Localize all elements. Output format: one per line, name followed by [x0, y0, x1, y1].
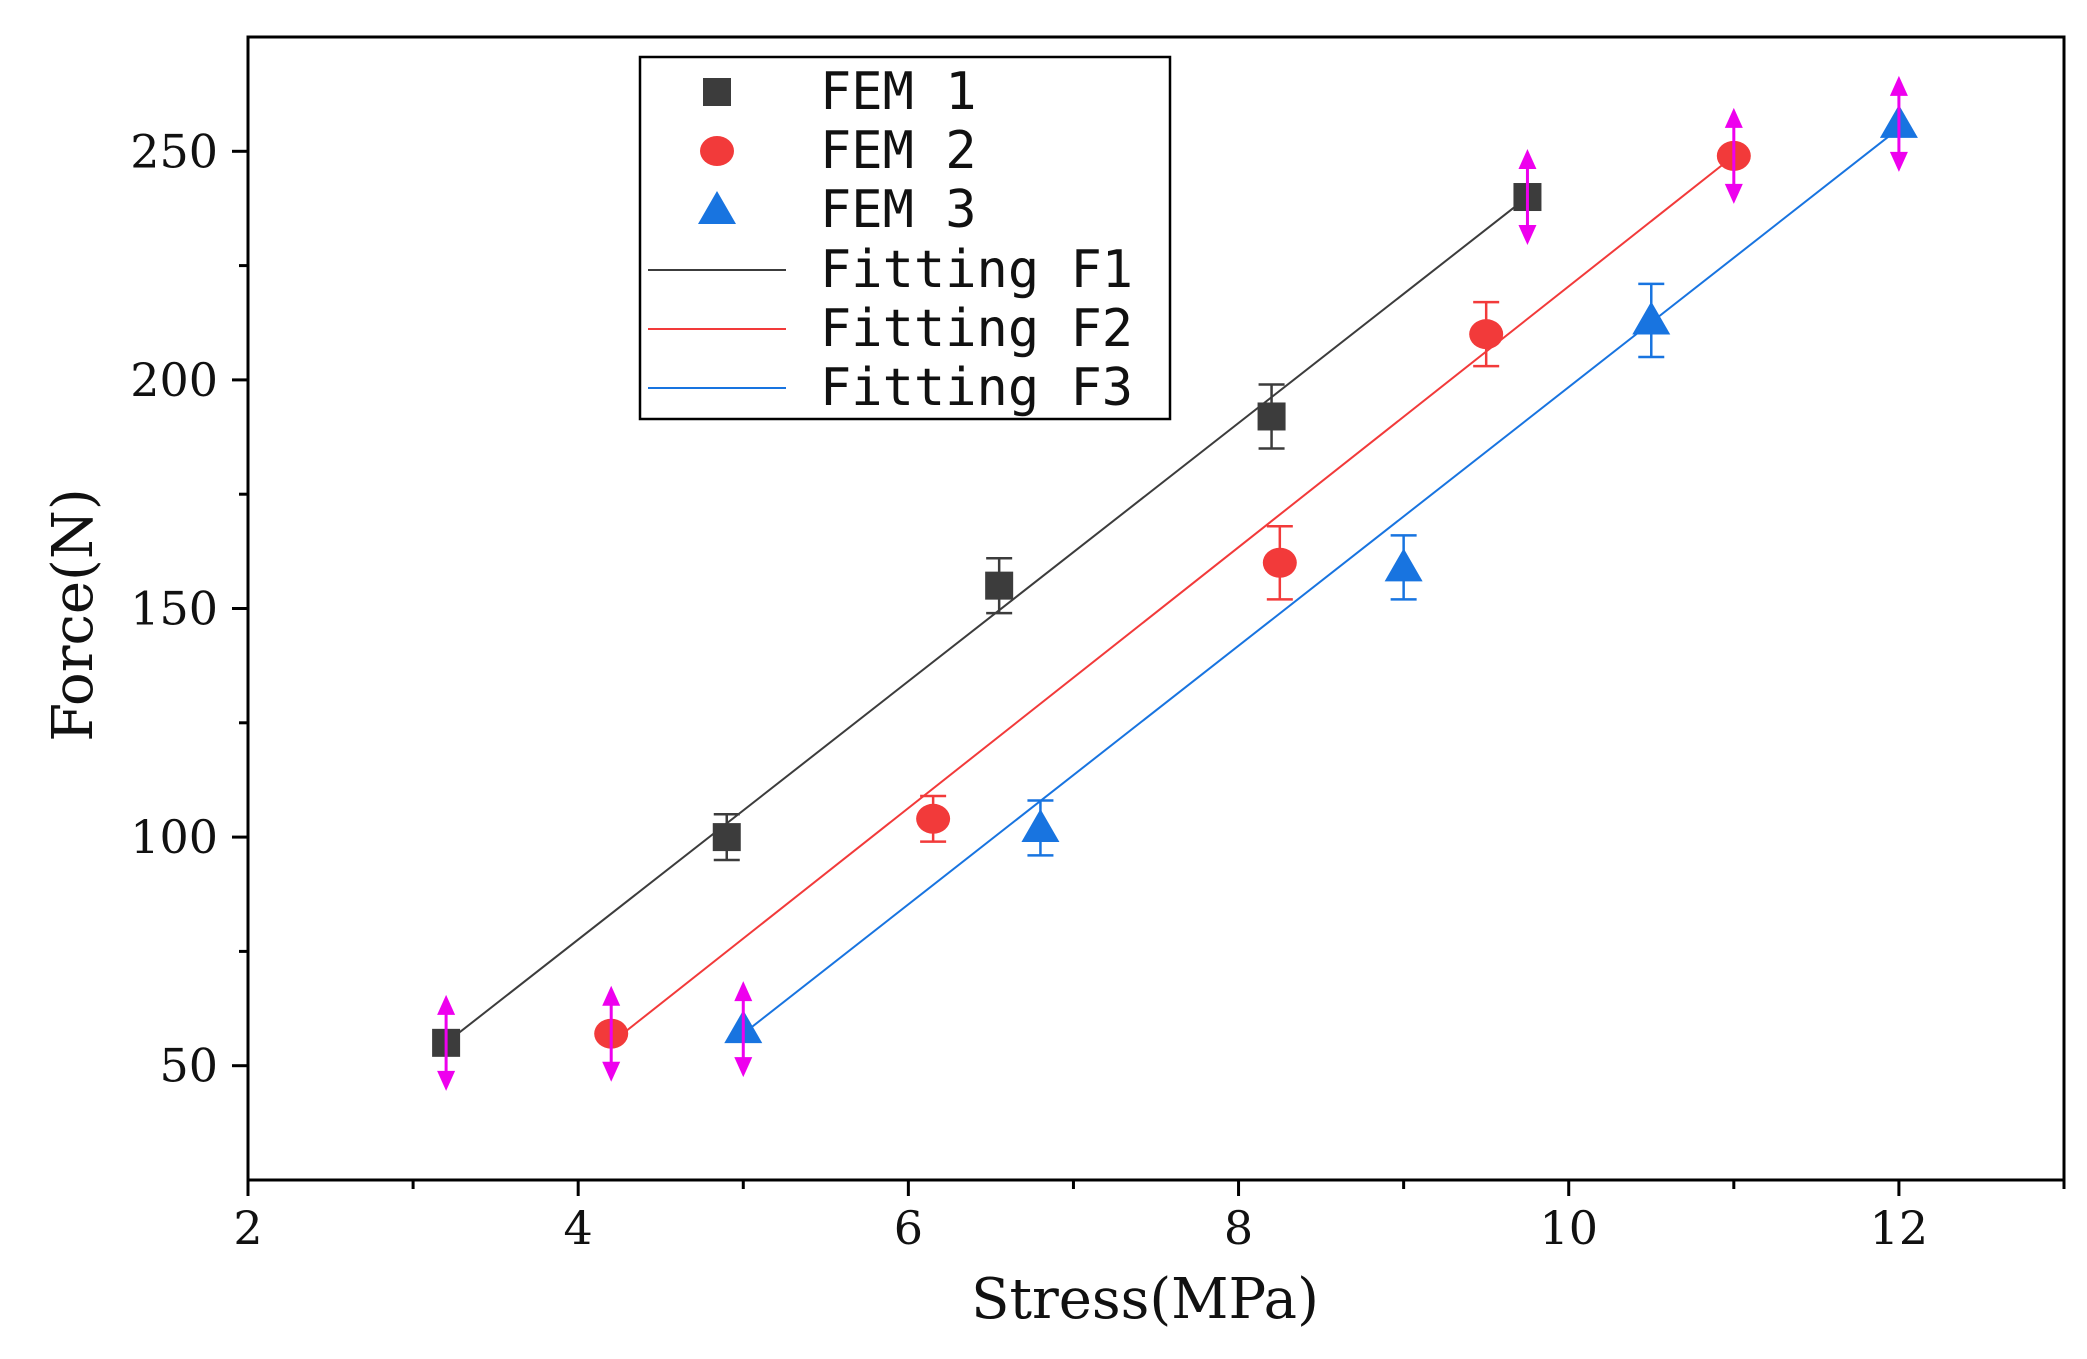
- range-arrow-head-down: [734, 1057, 753, 1078]
- data-point-fem2: [1469, 319, 1504, 350]
- x-tick-label: 8: [1224, 1201, 1253, 1255]
- x-tick-label: 2: [233, 1201, 262, 1255]
- x-tick-label: 12: [1870, 1201, 1929, 1255]
- range-arrow-head-down: [437, 1070, 456, 1091]
- y-tick-label: 100: [130, 810, 218, 864]
- legend-marker-fem2: [700, 136, 734, 166]
- data-point-fem2: [1262, 547, 1297, 578]
- plot-area: 2 4 6 8 10 12 50 100 150 200 250: [130, 35, 2066, 1255]
- legend-label: Fitting F1: [820, 240, 1133, 300]
- legend-label: FEM 2: [820, 121, 977, 181]
- fitting-line-f3: [742, 127, 1900, 1035]
- fitting-line-f2: [610, 155, 1735, 1044]
- data-point-fem1: [1257, 402, 1286, 431]
- data-point-fem3: [1384, 548, 1423, 582]
- range-arrow-head-up: [437, 994, 456, 1015]
- y-axis-title: Force(N): [41, 488, 106, 741]
- fitting-line-f1: [445, 196, 1529, 1044]
- range-arrow-head-up: [1724, 107, 1743, 128]
- data-point-fem3: [1021, 808, 1060, 842]
- legend-marker-fem1: [703, 78, 731, 106]
- range-arrow-head-up: [1518, 149, 1537, 170]
- range-arrow-head-down: [1889, 151, 1908, 172]
- data-point-fem3: [1632, 301, 1671, 335]
- legend-label: Fitting F3: [820, 358, 1133, 418]
- data-point-fem1: [985, 571, 1014, 600]
- y-tick-label: 200: [130, 353, 218, 407]
- legend-marker-fem3: [698, 191, 736, 224]
- range-arrow-head-up: [734, 981, 753, 1002]
- legend-box: [638, 55, 1172, 421]
- range-arrow-head-down: [602, 1061, 621, 1082]
- range-arrow-head-up: [602, 985, 621, 1006]
- y-tick-label: 250: [130, 124, 218, 178]
- data-point-fem2: [916, 803, 951, 834]
- x-tick-label: 4: [564, 1201, 593, 1255]
- x-axis-title: Stress(MPa): [971, 1267, 1319, 1332]
- data-point-fem1: [712, 823, 741, 852]
- x-tick-label: 6: [894, 1201, 923, 1255]
- legend-label: FEM 1: [820, 62, 977, 122]
- range-arrow-head-down: [1724, 183, 1743, 204]
- range-arrow-head-up: [1889, 75, 1908, 96]
- y-tick-label: 150: [130, 582, 218, 636]
- legend-label: Fitting F2: [820, 299, 1133, 359]
- range-arrow-head-down: [1518, 225, 1537, 246]
- y-tick-label: 50: [159, 1039, 218, 1093]
- legend-label: FEM 3: [820, 180, 977, 240]
- x-tick-label: 10: [1539, 1201, 1598, 1255]
